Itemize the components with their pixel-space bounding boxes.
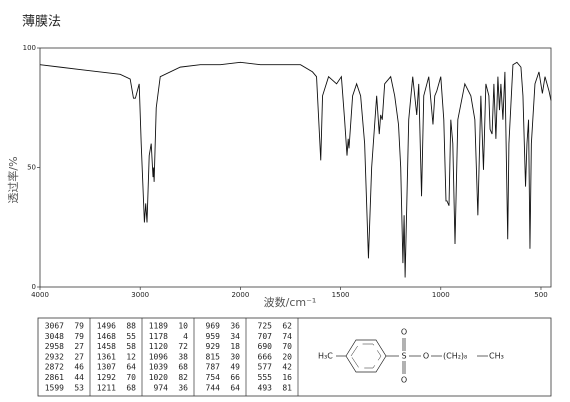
terminal: CH₃ (489, 352, 504, 361)
y-axis-label: 透过率/% (6, 156, 20, 203)
x-tick-label: 1000 (432, 291, 450, 299)
wavenumber: 1496 (97, 322, 116, 331)
ring (345, 339, 387, 373)
methyl: H₃C (318, 352, 333, 361)
transmittance: 55 (126, 332, 136, 341)
wavenumber: 1178 (149, 332, 168, 341)
y-tick-label: 100 (23, 44, 36, 52)
transmittance: 38 (178, 352, 188, 361)
wavenumber: 493 (258, 383, 273, 392)
transmittance: 12 (126, 352, 136, 361)
wavenumber: 754 (206, 373, 221, 382)
wavenumber: 666 (258, 352, 273, 361)
wavenumber: 3067 (45, 322, 64, 331)
transmittance: 53 (74, 383, 84, 392)
transmittance: 88 (126, 322, 136, 331)
transmittance: 68 (126, 383, 136, 392)
wavenumber: 969 (206, 322, 221, 331)
transmittance: 70 (282, 342, 292, 351)
transmittance: 44 (74, 373, 84, 382)
wavenumber: 555 (258, 373, 273, 382)
wavenumber: 2932 (45, 352, 64, 361)
transmittance: 16 (282, 373, 292, 382)
wavenumber: 1189 (149, 322, 168, 331)
peak-table: 3067 79 3048 79 2958 27 2932 27 2872 46 2861 44 1599… (45, 318, 299, 396)
transmittance: 27 (74, 352, 84, 361)
transmittance: 70 (126, 373, 136, 382)
transmittance: 62 (282, 322, 292, 331)
wavenumber: 1211 (97, 383, 116, 392)
oxygen-top: O (401, 328, 407, 337)
wavenumber: 1039 (149, 363, 168, 372)
transmittance: 34 (230, 332, 240, 341)
wavenumber: 787 (206, 363, 221, 372)
wavenumber: 1307 (97, 363, 116, 372)
wavenumber: 1599 (45, 383, 64, 392)
wavenumber: 959 (206, 332, 221, 341)
transmittance: 10 (178, 322, 188, 331)
transmittance: 82 (178, 373, 188, 382)
wavenumber: 577 (258, 363, 273, 372)
wavenumber: 1468 (97, 332, 116, 341)
transmittance: 79 (74, 332, 84, 341)
chart-title: 薄膜法 (22, 15, 61, 30)
wavenumber: 3048 (45, 332, 64, 341)
y-tick-label: 0 (32, 283, 36, 291)
wavenumber: 725 (258, 322, 273, 331)
wavenumber: 1120 (149, 342, 168, 351)
wavenumber: 2872 (45, 363, 64, 372)
transmittance: 64 (230, 383, 240, 392)
wavenumber: 2958 (45, 342, 64, 351)
transmittance: 72 (178, 342, 188, 351)
spectrum-line (39, 61, 552, 278)
transmittance: 36 (178, 383, 188, 392)
transmittance: 64 (126, 363, 136, 372)
transmittance: 79 (74, 322, 84, 331)
transmittance: 4 (183, 332, 188, 341)
wavenumber: 690 (258, 342, 273, 351)
transmittance: 74 (282, 332, 292, 341)
oxygen-bottom: O (401, 376, 407, 385)
x-axis-label: 波数/cm⁻¹ (264, 296, 317, 309)
sulfur: S (401, 352, 406, 361)
wavenumber: 1096 (149, 352, 168, 361)
transmittance: 66 (230, 373, 240, 382)
transmittance: 58 (126, 342, 136, 351)
wavenumber: 929 (206, 342, 221, 351)
transmittance: 81 (282, 383, 292, 392)
x-tick-label: 3000 (131, 291, 149, 299)
wavenumber: 974 (154, 383, 169, 392)
x-tick-label: 1500 (332, 291, 350, 299)
transmittance: 68 (178, 363, 188, 372)
transmittance: 18 (230, 342, 240, 351)
wavenumber: 2861 (45, 373, 64, 382)
transmittance: 27 (74, 342, 84, 351)
wavenumber: 707 (258, 332, 273, 341)
ring-inner (350, 343, 382, 369)
transmittance: 49 (230, 363, 240, 372)
x-tick-label: 4000 (31, 291, 49, 299)
x-tick-label: 2000 (231, 291, 249, 299)
wavenumber: 744 (206, 383, 221, 392)
wavenumber: 1020 (149, 373, 168, 382)
structure: H₃C S O O O (CH₂)₈ CH₃ (318, 328, 504, 385)
wavenumber: 1292 (97, 373, 116, 382)
transmittance: 20 (282, 352, 292, 361)
wavenumber: 815 (206, 352, 221, 361)
transmittance: 46 (74, 363, 84, 372)
y-tick-label: 50 (27, 164, 36, 172)
wavenumber: 1458 (97, 342, 116, 351)
transmittance: 30 (230, 352, 240, 361)
plot-frame (39, 47, 552, 288)
transmittance: 36 (230, 322, 240, 331)
chain: (CH₂)₈ (443, 352, 467, 361)
transmittance: 42 (282, 363, 292, 372)
table-frame (37, 317, 552, 397)
x-tick-label: 500 (534, 291, 547, 299)
oxygen-ester: O (423, 352, 429, 361)
wavenumber: 1361 (97, 352, 116, 361)
